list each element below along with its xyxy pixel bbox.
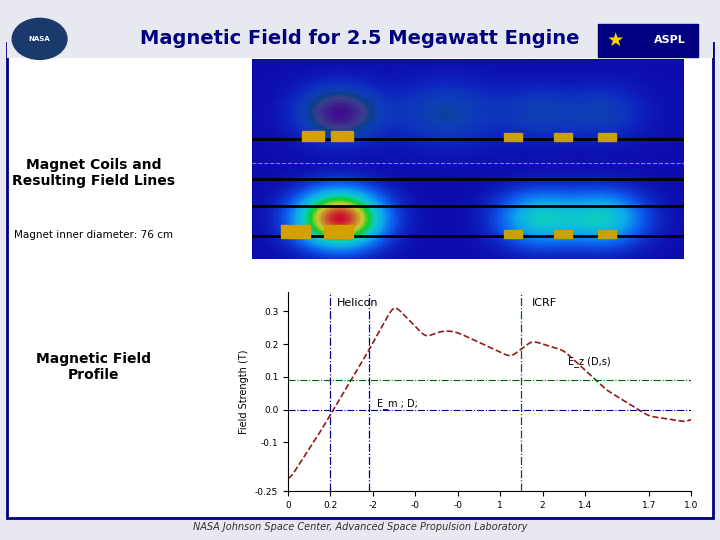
Bar <box>598 230 616 238</box>
Text: Magnet inner diameter: 76 cm: Magnet inner diameter: 76 cm <box>14 230 173 240</box>
Y-axis label: Field Strength (T): Field Strength (T) <box>240 349 249 434</box>
Bar <box>554 133 572 140</box>
FancyBboxPatch shape <box>252 59 684 259</box>
Text: Magnetic Field
Profile: Magnetic Field Profile <box>36 352 151 382</box>
FancyBboxPatch shape <box>598 24 698 57</box>
Bar <box>324 225 353 238</box>
Text: E_m ; D;: E_m ; D; <box>377 398 418 409</box>
Text: Magnet Coils and
Resulting Field Lines: Magnet Coils and Resulting Field Lines <box>12 158 175 188</box>
FancyBboxPatch shape <box>7 22 713 58</box>
Bar <box>598 133 616 140</box>
Text: Magnetic Field for 2.5 Megawatt Engine: Magnetic Field for 2.5 Megawatt Engine <box>140 29 580 49</box>
Bar <box>504 230 522 238</box>
Circle shape <box>12 18 67 59</box>
Text: ICRF: ICRF <box>532 298 557 308</box>
Bar <box>554 230 572 238</box>
Bar <box>504 133 522 140</box>
Bar <box>331 131 353 140</box>
Text: E_z (D,s): E_z (D,s) <box>568 356 611 367</box>
Text: ASPL: ASPL <box>654 35 685 45</box>
Text: Helicon: Helicon <box>337 298 378 308</box>
Text: NASA: NASA <box>29 36 50 42</box>
Bar <box>302 131 324 140</box>
Text: NASA Johnson Space Center, Advanced Space Propulsion Laboratory: NASA Johnson Space Center, Advanced Spac… <box>193 522 527 531</box>
Bar <box>281 225 310 238</box>
Text: ★: ★ <box>607 30 624 50</box>
FancyBboxPatch shape <box>7 43 713 518</box>
